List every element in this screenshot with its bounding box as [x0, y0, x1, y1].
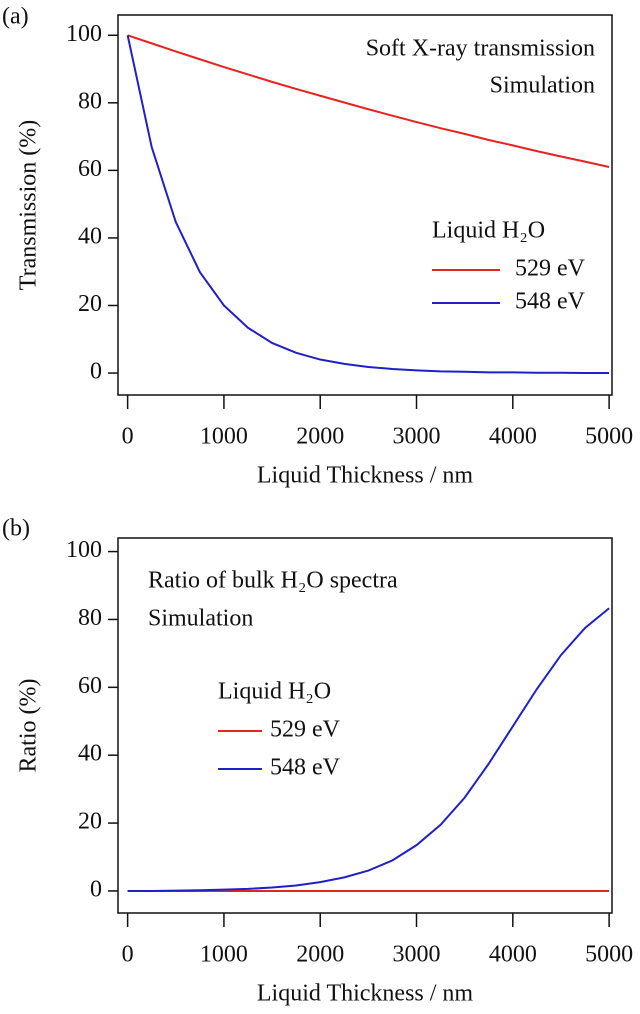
- annotation: Simulation: [148, 606, 253, 632]
- plot-frame: [117, 537, 613, 914]
- plot-frame: [117, 14, 613, 396]
- legend-label: 548 eV: [515, 289, 586, 315]
- x-tick-label: 5000: [585, 942, 633, 968]
- annotation: Soft X-ray transmission: [366, 36, 595, 62]
- legend-title: Liquid H₂O: [432, 218, 545, 244]
- x-tick-label: 3000: [393, 424, 441, 450]
- y-tick-label: 80: [78, 605, 102, 631]
- x-tick-label: 1000: [200, 424, 248, 450]
- x-tick-label: 5000: [585, 424, 633, 450]
- x-tick-label: 2000: [296, 942, 344, 968]
- x-tick-label: 4000: [489, 424, 537, 450]
- y-tick-label: 100: [66, 537, 102, 563]
- data-line: [126, 35, 610, 375]
- y-tick-label: 40: [78, 741, 102, 767]
- legend-title: Liquid H₂O: [218, 679, 331, 705]
- x-tick-label: 3000: [393, 942, 441, 968]
- legend-label: 529 eV: [515, 256, 586, 282]
- data-line: [127, 607, 610, 892]
- x-tick-label: 1000: [200, 942, 248, 968]
- panel-label: (a): [2, 4, 29, 30]
- x-axis-label: Liquid Thickness / nm: [257, 981, 474, 1007]
- x-tick-label: 0: [122, 424, 134, 450]
- y-tick-label: 20: [78, 809, 102, 835]
- y-tick-label: 80: [78, 88, 102, 114]
- y-tick-label: 0: [90, 876, 102, 902]
- y-tick-label: 40: [78, 223, 102, 249]
- annotation: Simulation: [490, 73, 595, 99]
- y-tick-label: 60: [78, 673, 102, 699]
- annotation: Ratio of bulk H₂O spectra: [148, 568, 398, 594]
- y-tick-label: 100: [66, 21, 102, 47]
- x-axis-label: Liquid Thickness / nm: [257, 463, 474, 489]
- y-tick-label: 0: [90, 359, 102, 385]
- legend-label: 548 eV: [270, 755, 341, 781]
- legend-label: 529 eV: [270, 717, 341, 743]
- x-tick-label: 4000: [489, 942, 537, 968]
- y-tick-label: 60: [78, 156, 102, 182]
- panel-label: (b): [2, 516, 30, 542]
- data-line: [127, 34, 610, 168]
- y-axis-label: Ratio (%): [16, 679, 42, 773]
- y-tick-label: 20: [78, 291, 102, 317]
- x-tick-label: 2000: [296, 424, 344, 450]
- x-tick-label: 0: [122, 942, 134, 968]
- y-axis-label: Transmission (%): [16, 120, 42, 290]
